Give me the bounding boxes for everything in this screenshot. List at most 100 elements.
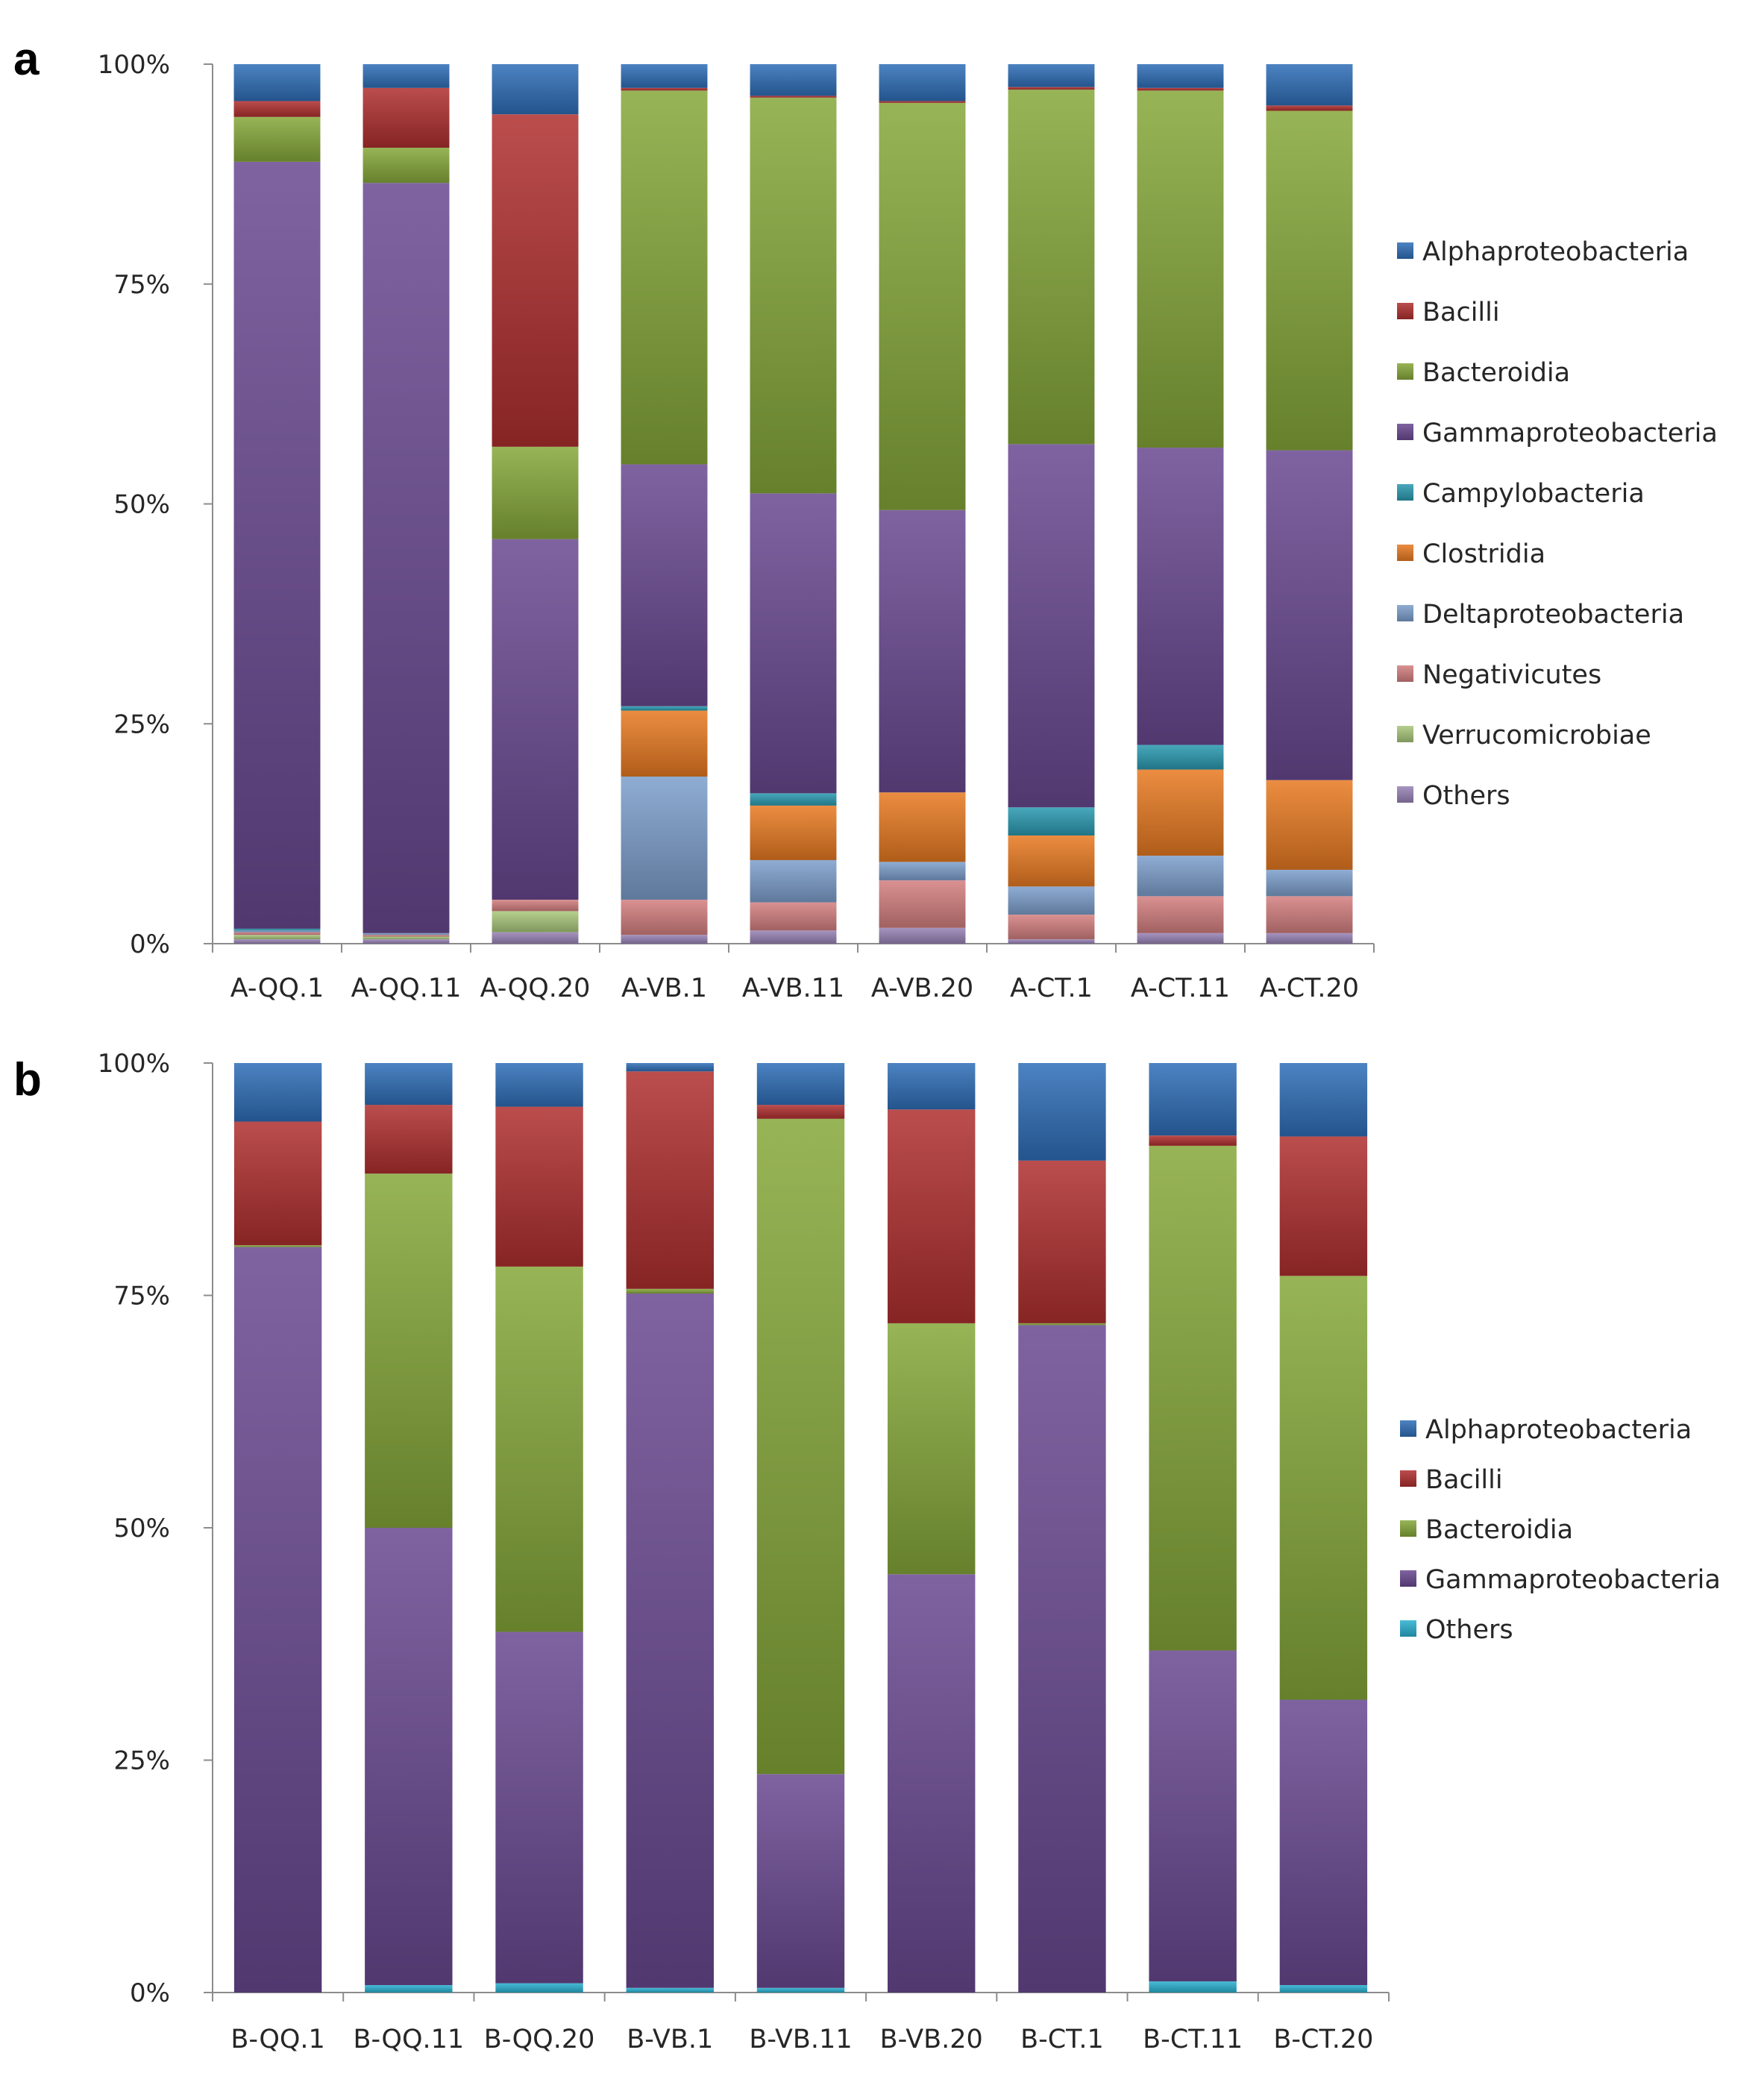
bar-segment-gammaproteobacteria [1266, 450, 1353, 780]
y-tick-label: 50% [113, 1514, 170, 1543]
y-tick-label: 25% [113, 709, 170, 739]
bar-segment-gammaproteobacteria [233, 161, 321, 929]
legend-label: Others [1425, 1615, 1513, 1645]
y-tick-label: 0% [130, 1978, 170, 2008]
bar-segment-bacteroidia [233, 116, 321, 162]
bar-segment-campylobacteria [621, 706, 708, 711]
bar-segment-gammaproteobacteria [233, 1247, 322, 1993]
bar-a-vb-20 [879, 64, 966, 944]
x-tick-label: B-QQ.20 [484, 2025, 595, 2054]
bar-segment-alphaproteobacteria [888, 1063, 976, 1110]
legend-swatch [1397, 545, 1413, 561]
legend-item-verrucomicrobiae: Verrucomicrobiae [1397, 721, 1651, 750]
bar-segment-others [621, 935, 708, 944]
legend-item-deltaproteobacteria: Deltaproteobacteria [1397, 600, 1684, 630]
bar-segment-others [1137, 932, 1224, 944]
y-tick-label: 100% [98, 50, 170, 80]
bar-a-vb-11 [750, 64, 837, 944]
bar-segment-deltaproteobacteria [233, 930, 321, 932]
bar-segment-gammaproteobacteria [492, 539, 579, 900]
bar-segment-bacteroidia [362, 148, 450, 184]
bar-segment-others [1008, 939, 1095, 944]
legend-item-bacilli: Bacilli [1400, 1465, 1503, 1495]
bar-b-vb-1 [626, 1063, 714, 1993]
bar-segment-gammaproteobacteria [495, 1631, 583, 1984]
bar-segment-bacilli [621, 87, 708, 91]
x-tick-label: A-QQ.1 [230, 974, 324, 1003]
bar-segment-gammaproteobacteria [365, 1528, 453, 1986]
legend-swatch [1400, 1470, 1416, 1487]
bar-segment-bacilli [362, 87, 450, 148]
x-tick-label: B-QQ.11 [353, 2025, 464, 2054]
legend-label: Bacilli [1422, 298, 1500, 327]
bar-segment-negativicutes [492, 900, 579, 912]
bar-segment-clostridia [1008, 835, 1095, 887]
legend-item-gammaproteobacteria: Gammaproteobacteria [1400, 1565, 1721, 1595]
legend-label: Negativicutes [1422, 660, 1601, 690]
bar-segment-campylobacteria [750, 793, 837, 806]
bar-segment-clostridia [1266, 780, 1353, 870]
bar-segment-deltaproteobacteria [1137, 856, 1224, 897]
bar-segment-bacteroidia [1018, 1323, 1106, 1326]
legend-swatch [1397, 665, 1413, 682]
bar-segment-alphaproteobacteria [1266, 64, 1353, 106]
bar-segment-bacilli [879, 101, 966, 103]
bar-segment-alphaproteobacteria [750, 64, 837, 96]
bar-b-vb-20 [888, 1063, 976, 1993]
bar-b-ct-20 [1279, 1063, 1368, 1993]
x-tick-label: A-CT.11 [1131, 974, 1230, 1003]
legend-item-bacilli: Bacilli [1397, 298, 1500, 327]
bar-segment-alphaproteobacteria [495, 1063, 583, 1107]
legend-swatch [1397, 726, 1413, 742]
legend: Alphaproteobacteria Bacilli Bacteroidia Gam… [1397, 237, 1718, 811]
bar-segment-others [626, 1987, 714, 1993]
bar-segment-bacteroidia [233, 1245, 322, 1247]
legend-swatch [1397, 605, 1413, 621]
bar-segment-alphaproteobacteria [621, 64, 708, 88]
bar-segment-alphaproteobacteria [365, 1063, 453, 1106]
bar-segment-gammaproteobacteria [1279, 1699, 1368, 1986]
x-tick-label: B-VB.1 [627, 2025, 713, 2054]
bar-segment-bacilli [750, 95, 837, 98]
bar-segment-bacteroidia [756, 1118, 845, 1775]
bar-a-qq-1 [233, 64, 321, 944]
x-tick-label: B-QQ.1 [230, 2025, 324, 2054]
bar-segment-bacteroidia [1279, 1276, 1368, 1700]
bar-segment-alphaproteobacteria [879, 64, 966, 101]
bar-segment-gammaproteobacteria [362, 183, 450, 933]
bar-b-qq-20 [495, 1063, 583, 1993]
bar-segment-others [750, 930, 837, 944]
bar-segment-verrucomicrobiae [233, 935, 321, 940]
bar-segment-bacteroidia [626, 1288, 714, 1294]
legend-label: Others [1422, 781, 1510, 811]
bar-segment-bacilli [233, 1121, 322, 1246]
bar-a-vb-1 [621, 64, 708, 944]
bar-segment-campylobacteria [1008, 807, 1095, 836]
legend-label: Bacteroidia [1422, 358, 1570, 388]
bar-segment-bacteroidia [621, 90, 708, 465]
legend-swatch [1400, 1420, 1416, 1437]
bar-b-vb-11 [756, 1063, 845, 1993]
bar-segment-campylobacteria [1137, 744, 1224, 770]
legend-label: Deltaproteobacteria [1422, 600, 1684, 630]
bar-segment-gammaproteobacteria [879, 510, 966, 793]
bar-a-ct-20 [1266, 64, 1353, 944]
y-tick-label: 100% [98, 1049, 170, 1079]
bar-a-ct-1 [1008, 64, 1095, 944]
bar-segment-verrucomicrobiae [362, 936, 450, 940]
legend-item-campylobacteria: Campylobacteria [1397, 479, 1645, 509]
bar-segment-deltaproteobacteria [362, 932, 450, 935]
bar-segment-bacteroidia [1008, 90, 1095, 445]
bar-segment-campylobacteria [233, 928, 321, 931]
legend-swatch [1397, 363, 1413, 380]
bar-segment-deltaproteobacteria [1266, 869, 1353, 897]
bar-segment-others [879, 927, 966, 944]
legend-label: Alphaproteobacteria [1422, 237, 1689, 267]
bar-segment-gammaproteobacteria [750, 493, 837, 794]
legend-swatch [1397, 303, 1413, 319]
legend-label: Bacteroidia [1425, 1515, 1573, 1545]
bar-segment-alphaproteobacteria [1279, 1063, 1368, 1137]
bar-segment-alphaproteobacteria [233, 1063, 322, 1122]
bar-segment-bacilli [1266, 105, 1353, 111]
